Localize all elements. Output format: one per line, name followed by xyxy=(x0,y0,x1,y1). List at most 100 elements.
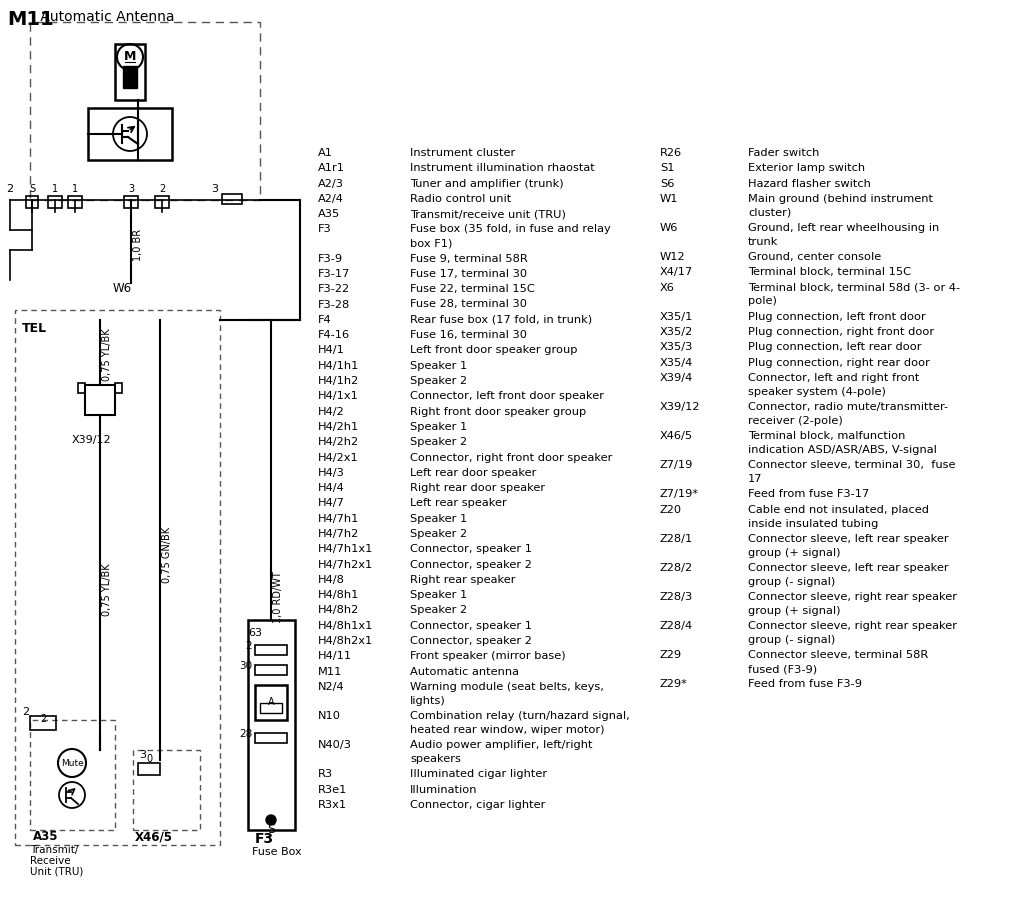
Text: 63: 63 xyxy=(248,628,262,638)
Text: M11: M11 xyxy=(318,666,342,676)
Text: R3e1: R3e1 xyxy=(318,785,347,795)
Text: Connector, speaker 1: Connector, speaker 1 xyxy=(410,621,532,630)
Circle shape xyxy=(266,815,276,825)
Bar xyxy=(15,310,220,845)
Text: Plug connection, left front door: Plug connection, left front door xyxy=(748,312,926,322)
Text: Speaker 1: Speaker 1 xyxy=(410,422,467,432)
Text: Plug connection, right rear door: Plug connection, right rear door xyxy=(748,357,930,368)
Text: Ground, left rear wheelhousing in: Ground, left rear wheelhousing in xyxy=(748,223,939,233)
Text: 17: 17 xyxy=(748,474,763,484)
Text: N10: N10 xyxy=(318,711,341,721)
Text: X35/2: X35/2 xyxy=(660,327,693,337)
Text: Feed from fuse F3-17: Feed from fuse F3-17 xyxy=(748,490,869,499)
Text: group (- signal): group (- signal) xyxy=(748,577,836,586)
Text: 2: 2 xyxy=(159,184,165,194)
Text: Instrument illumination rhaostat: Instrument illumination rhaostat xyxy=(410,164,595,174)
Text: Exterior lamp switch: Exterior lamp switch xyxy=(748,164,865,174)
Text: H4/7h1x1: H4/7h1x1 xyxy=(318,544,374,554)
Text: Z28/4: Z28/4 xyxy=(660,621,693,631)
Bar xyxy=(248,620,295,830)
Text: speaker system (4-pole): speaker system (4-pole) xyxy=(748,387,886,397)
Text: Z28/3: Z28/3 xyxy=(660,592,693,602)
Text: Fuse 9, terminal 58R: Fuse 9, terminal 58R xyxy=(410,254,527,264)
Text: 2: 2 xyxy=(40,714,46,724)
Text: H4/7h2x1: H4/7h2x1 xyxy=(318,560,374,570)
Bar xyxy=(138,763,160,775)
Text: F4: F4 xyxy=(318,315,332,324)
Text: group (+ signal): group (+ signal) xyxy=(748,548,841,558)
Bar xyxy=(260,703,282,713)
Text: S: S xyxy=(29,184,35,194)
Text: Radio control unit: Radio control unit xyxy=(410,194,511,204)
Text: 0,75 YL/BK: 0,75 YL/BK xyxy=(102,563,112,617)
Text: Audio power amplifier, left/right: Audio power amplifier, left/right xyxy=(410,740,593,750)
Text: Speaker 1: Speaker 1 xyxy=(410,514,467,524)
Bar xyxy=(115,44,145,100)
Text: W12: W12 xyxy=(660,252,686,262)
Text: F3-22: F3-22 xyxy=(318,284,350,294)
Bar xyxy=(30,716,56,730)
Text: 30: 30 xyxy=(239,661,252,671)
Text: Terminal block, terminal 58d (3- or 4-: Terminal block, terminal 58d (3- or 4- xyxy=(748,283,961,292)
Text: Fader switch: Fader switch xyxy=(748,148,819,158)
Text: Illumination: Illumination xyxy=(410,785,477,795)
Text: Automatic Antenna: Automatic Antenna xyxy=(36,10,174,24)
Text: W1: W1 xyxy=(660,194,679,204)
Text: trunk: trunk xyxy=(748,237,778,247)
Text: A35: A35 xyxy=(318,210,340,220)
Text: 1: 1 xyxy=(52,184,58,194)
Text: Right front door speaker group: Right front door speaker group xyxy=(410,406,587,416)
Text: H4/2h1: H4/2h1 xyxy=(318,422,359,432)
Text: 3: 3 xyxy=(212,184,218,194)
Text: R3: R3 xyxy=(318,769,333,779)
Text: Speaker 2: Speaker 2 xyxy=(410,606,467,616)
Text: H4/4: H4/4 xyxy=(318,483,345,494)
Text: A35: A35 xyxy=(33,830,58,843)
Text: box F1): box F1) xyxy=(410,238,453,248)
Text: H4/8h1x1: H4/8h1x1 xyxy=(318,621,374,630)
Text: 3: 3 xyxy=(128,184,134,194)
Text: W6: W6 xyxy=(113,282,131,295)
Text: Right rear door speaker: Right rear door speaker xyxy=(410,483,545,494)
Text: H4/8h1: H4/8h1 xyxy=(318,590,359,600)
Text: Combination relay (turn/hazard signal,: Combination relay (turn/hazard signal, xyxy=(410,711,630,721)
Text: H4/7h2: H4/7h2 xyxy=(318,529,359,539)
Text: W6: W6 xyxy=(660,223,678,233)
Text: Fuse Box: Fuse Box xyxy=(252,847,302,857)
Text: Connector, right front door speaker: Connector, right front door speaker xyxy=(410,452,612,462)
Text: 2: 2 xyxy=(22,707,29,717)
Text: Connector sleeve, terminal 30,  fuse: Connector sleeve, terminal 30, fuse xyxy=(748,460,955,471)
Text: Connector sleeve, left rear speaker: Connector sleeve, left rear speaker xyxy=(748,534,948,544)
Text: Mute: Mute xyxy=(60,758,83,767)
Text: Connector, speaker 2: Connector, speaker 2 xyxy=(410,636,531,646)
Text: Connector, speaker 1: Connector, speaker 1 xyxy=(410,544,532,554)
Text: M11: M11 xyxy=(7,10,53,29)
Text: H4/7: H4/7 xyxy=(318,498,345,508)
Text: Left rear door speaker: Left rear door speaker xyxy=(410,468,537,478)
Text: Speaker 1: Speaker 1 xyxy=(410,590,467,600)
Text: receiver (2-pole): receiver (2-pole) xyxy=(748,416,843,425)
Text: Speaker 2: Speaker 2 xyxy=(410,376,467,386)
Text: 3: 3 xyxy=(139,750,146,760)
Text: X39/12: X39/12 xyxy=(72,435,112,445)
Text: 1,0 BR: 1,0 BR xyxy=(133,229,143,261)
Text: group (+ signal): group (+ signal) xyxy=(748,606,841,616)
Text: Connector, left and right front: Connector, left and right front xyxy=(748,373,920,383)
Text: indication ASD/ASR/ABS, V-signal: indication ASD/ASR/ABS, V-signal xyxy=(748,445,937,455)
Text: Connector, speaker 2: Connector, speaker 2 xyxy=(410,560,531,570)
Text: Connector sleeve, left rear speaker: Connector sleeve, left rear speaker xyxy=(748,563,948,573)
Text: speakers: speakers xyxy=(410,754,461,764)
Text: Fuse 16, terminal 30: Fuse 16, terminal 30 xyxy=(410,330,527,340)
Text: Connector, cigar lighter: Connector, cigar lighter xyxy=(410,800,546,810)
Text: H4/2x1: H4/2x1 xyxy=(318,452,358,462)
Bar xyxy=(30,22,260,200)
Text: X6: X6 xyxy=(660,283,675,292)
Text: 1,0 RD/WT: 1,0 RD/WT xyxy=(273,571,283,623)
Text: Left rear speaker: Left rear speaker xyxy=(410,498,507,508)
Text: S: S xyxy=(267,823,275,836)
Bar xyxy=(68,196,82,208)
Text: Speaker 2: Speaker 2 xyxy=(410,437,467,448)
Text: S1: S1 xyxy=(660,164,675,174)
Text: Terminal block, malfunction: Terminal block, malfunction xyxy=(748,431,905,441)
Text: M: M xyxy=(124,51,136,63)
